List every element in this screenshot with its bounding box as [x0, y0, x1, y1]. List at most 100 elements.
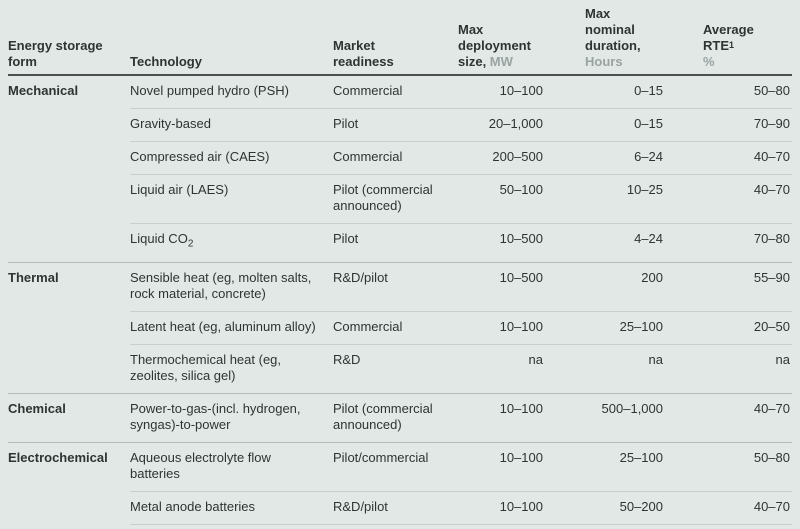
col-header-energy-storage-form: Energy storage form [8, 38, 130, 70]
col-header-line: duration, Hours [585, 38, 659, 70]
market-readiness-cell: R&D/pilot [333, 269, 388, 285]
nominal-duration-cell: na [648, 351, 663, 367]
col-header-line: form [8, 54, 37, 69]
group-label-thermal: Thermal [8, 269, 59, 285]
rte-cell: 40–70 [753, 498, 790, 514]
table-row: Liquid air (LAES) Pilot (commercial anno… [130, 174, 792, 223]
technology-cell: Power-to-gas-(incl. hydrogen, syngas)-to… [130, 400, 301, 432]
table-row: Thermochemical heat (eg, zeolites, silic… [130, 343, 792, 393]
technology-cell: Aqueous electrolyte flow batteries [130, 449, 271, 481]
table-row: Aqueous electrolyte flow batteries Pilot… [130, 443, 792, 491]
rte-cell: 50–80 [753, 449, 790, 465]
market-readiness-cell: R&D/pilot [333, 498, 388, 514]
col-header-line: readiness [333, 54, 394, 69]
nominal-duration-cell: 200 [641, 269, 663, 285]
footnote-marker: 1 [729, 40, 735, 50]
table-row: Gravity-based Pilot 20–1,000 0–15 70–90 [130, 108, 792, 141]
group-rows: Novel pumped hydro (PSH) Commercial 10–1… [130, 76, 792, 262]
table-row: Power-to-gas-(incl. hydrogen, syngas)-to… [130, 394, 792, 442]
nominal-duration-cell: 0–15 [634, 116, 663, 131]
deployment-size-cell: 200–500 [492, 149, 543, 164]
unit-label-hours: Hours [585, 54, 623, 69]
group-label-mechanical: Mechanical [8, 83, 79, 98]
market-readiness-cell: Commercial [333, 318, 403, 334]
group-rows: Sensible heat (eg, molten salts, rock ma… [130, 263, 792, 393]
rte-cell: 70–80 [753, 231, 790, 246]
unit-label-percent: % [703, 54, 715, 69]
table-row: Hybrid flow battery, with liquid electro… [130, 523, 792, 529]
technology-cell: Compressed air (CAES) [130, 149, 270, 164]
market-readiness-cell: Pilot (commercial announced) [333, 400, 433, 432]
market-readiness-cell: Pilot [333, 231, 359, 246]
deployment-size-cell: 10–100 [499, 400, 543, 416]
technology-label: Liquid CO [130, 231, 188, 246]
technology-cell: Sensible heat (eg, molten salts, rock ma… [130, 269, 312, 301]
group-chemical: Chemical Power-to-gas-(incl. hydrogen, s… [8, 392, 792, 442]
rte-cell: 40–70 [753, 182, 790, 197]
nominal-duration-cell: 25–100 [619, 449, 663, 465]
group-mechanical: Mechanical Novel pumped hydro (PSH) Comm… [8, 76, 792, 262]
col-header-label: size, [458, 54, 490, 69]
rte-cell: 50–80 [753, 83, 790, 98]
rte-cell: na [775, 351, 790, 367]
col-header-label: duration, [585, 38, 641, 53]
nominal-duration-cell: 0–15 [634, 83, 663, 98]
group-rows: Aqueous electrolyte flow batteries Pilot… [130, 443, 792, 529]
col-header-max-deployment-size: Max deployment size, MW [458, 22, 545, 70]
technology-cell: Liquid air (LAES) [130, 182, 229, 197]
table-row: Liquid CO2 Pilot 10–500 4–24 70–80 [130, 223, 792, 262]
col-header-label: Average RTE [703, 22, 754, 53]
nominal-duration-cell: 25–100 [619, 318, 663, 334]
col-header-line: Max nominal [585, 6, 635, 37]
deployment-size-cell: 10–100 [499, 318, 543, 334]
technology-cell: Liquid CO2 [130, 231, 333, 253]
col-header-line: Average RTE1 [703, 22, 786, 54]
technology-cell: Thermochemical heat (eg, zeolites, silic… [130, 351, 282, 383]
nominal-duration-cell: 6–24 [634, 149, 663, 164]
col-header-line: Market [333, 38, 375, 53]
market-readiness-cell: Commercial [333, 83, 403, 98]
rte-cell: 20–50 [753, 318, 790, 334]
market-readiness-cell: Pilot (commercial announced) [333, 182, 433, 213]
deployment-size-cell: 10–100 [499, 83, 543, 98]
table-row: Latent heat (eg, aluminum alloy) Commerc… [130, 310, 792, 344]
technology-cell: Metal anode batteries [130, 498, 256, 514]
unit-label-mw: MW [489, 54, 513, 69]
rte-cell: 70–90 [753, 116, 790, 131]
col-header-line: Technology [130, 54, 202, 69]
col-header-average-rte: Average RTE1 % [665, 22, 792, 70]
table-row: Compressed air (CAES) Commercial 200–500… [130, 141, 792, 174]
col-header-market-readiness: Market readiness [333, 38, 458, 70]
table-header: Energy storage form Technology Market re… [8, 0, 792, 76]
group-thermal: Thermal Sensible heat (eg, molten salts,… [8, 261, 792, 393]
nominal-duration-cell: 10–25 [626, 182, 663, 197]
table-row: Sensible heat (eg, molten salts, rock ma… [130, 263, 792, 311]
nominal-duration-cell: 4–24 [634, 231, 663, 246]
deployment-size-cell: 10–500 [499, 269, 543, 285]
market-readiness-cell: Pilot [333, 116, 359, 131]
deployment-size-cell: 10–100 [499, 498, 543, 514]
nominal-duration-cell: 500–1,000 [601, 400, 663, 416]
col-header-technology: Technology [130, 54, 333, 70]
col-header-max-nominal-duration: Max nominal duration, Hours [545, 6, 665, 70]
table-row: Novel pumped hydro (PSH) Commercial 10–1… [130, 76, 792, 108]
nominal-duration-cell: 50–200 [619, 498, 663, 514]
table-row: Metal anode batteries R&D/pilot 10–100 5… [130, 490, 792, 524]
group-rows: Power-to-gas-(incl. hydrogen, syngas)-to… [130, 394, 792, 442]
col-header-line: Max deployment [458, 22, 531, 53]
col-header-line: size, MW [458, 54, 539, 70]
rte-cell: 40–70 [753, 400, 790, 416]
rte-cell: 40–70 [753, 149, 790, 164]
technology-cell: Latent heat (eg, aluminum alloy) [130, 318, 316, 334]
col-header-line: Energy storage [8, 38, 103, 53]
chemical-subscript: 2 [187, 238, 194, 250]
deployment-size-cell: 10–500 [499, 231, 543, 246]
deployment-size-cell: 50–100 [499, 182, 543, 197]
deployment-size-cell: 20–1,000 [488, 116, 543, 131]
group-label-chemical: Chemical [8, 400, 66, 416]
group-electrochemical: Electrochemical Aqueous electrolyte flow… [8, 441, 792, 529]
technology-cell: Novel pumped hydro (PSH) [130, 83, 289, 98]
deployment-size-cell: na [528, 351, 543, 367]
